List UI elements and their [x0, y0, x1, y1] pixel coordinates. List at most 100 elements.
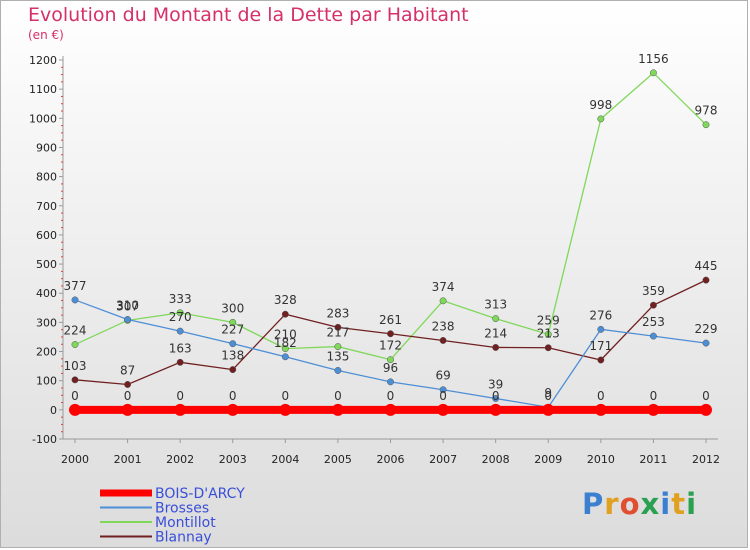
data-point	[334, 323, 342, 331]
logo-letter: i	[660, 487, 672, 521]
x-tick-label: 2005	[324, 453, 352, 466]
data-point	[492, 315, 500, 323]
data-label: 998	[589, 98, 612, 112]
data-point	[124, 381, 132, 388]
data-label: 0	[650, 389, 658, 403]
x-tick-label: 2006	[377, 453, 405, 466]
chart-subtitle: (en €)	[28, 28, 64, 42]
data-label: 0	[229, 389, 237, 403]
x-tick-label: 2004	[271, 453, 299, 466]
y-tick-label: 900	[36, 141, 57, 154]
data-label: 138	[221, 349, 244, 363]
x-tick-label: 2002	[166, 453, 194, 466]
y-tick-label: 500	[36, 258, 57, 271]
x-tick-label: 2010	[587, 453, 615, 466]
data-point	[229, 366, 237, 374]
y-tick-label: 600	[36, 229, 57, 242]
data-label: 0	[124, 389, 132, 403]
data-label: 171	[589, 339, 612, 353]
data-point	[594, 403, 607, 416]
x-tick-label: 2003	[219, 453, 247, 466]
data-point	[71, 376, 79, 384]
data-point	[492, 395, 500, 402]
data-label: 229	[695, 322, 718, 336]
data-point	[489, 403, 502, 416]
logo-letter: i	[686, 487, 698, 521]
data-point	[281, 345, 289, 353]
chart-title: Evolution du Montant de la Dette par Hab…	[28, 4, 469, 26]
data-label: 978	[695, 104, 718, 118]
x-tick-label: 2007	[429, 453, 457, 466]
data-point	[700, 403, 712, 416]
data-label: 283	[326, 306, 349, 320]
data-label: 261	[379, 313, 402, 327]
data-point	[597, 115, 605, 123]
data-point	[702, 339, 710, 347]
data-label: 224	[64, 324, 87, 338]
data-label: 0	[597, 389, 605, 403]
y-tick-label: 1000	[29, 112, 57, 125]
logo-letter: x	[640, 487, 661, 521]
data-label: 0	[544, 389, 552, 403]
data-label: 238	[432, 319, 455, 333]
logo-letter: o	[619, 487, 641, 521]
proxiti-logo: Proxiti	[582, 487, 697, 521]
data-label: 333	[169, 292, 192, 306]
y-tick-label: -100	[32, 433, 57, 446]
data-label: 1156	[638, 52, 669, 66]
data-label: 253	[642, 315, 665, 329]
data-label: 259	[537, 313, 560, 327]
data-label: 87	[120, 363, 135, 377]
data-point	[281, 353, 289, 361]
data-label: 0	[387, 389, 395, 403]
data-label: 307	[116, 299, 139, 313]
y-tick-label: 700	[36, 200, 57, 213]
data-label: 172	[379, 339, 402, 353]
data-label: 310	[116, 298, 139, 312]
data-point	[387, 356, 394, 364]
data-point	[439, 386, 447, 394]
y-tick-label: 0	[50, 404, 57, 417]
data-label: 227	[221, 323, 244, 337]
data-point	[544, 344, 552, 352]
data-point	[176, 309, 184, 317]
data-label: 39	[488, 377, 503, 391]
data-label: 0	[71, 389, 79, 403]
data-point	[229, 318, 237, 326]
data-point	[702, 276, 710, 284]
data-label: 182	[274, 336, 297, 350]
y-tick-label: 800	[36, 171, 57, 184]
legend-label: Montillot	[155, 515, 216, 531]
data-point	[647, 403, 660, 416]
data-label: 374	[432, 280, 455, 294]
data-point	[649, 301, 657, 309]
data-point	[597, 356, 605, 364]
data-point	[597, 325, 605, 333]
data-point	[492, 344, 500, 351]
data-point	[649, 332, 657, 340]
data-label: 163	[169, 341, 192, 355]
x-tick-label: 2011	[639, 453, 667, 466]
data-label: 135	[326, 349, 349, 363]
data-label: 9	[544, 386, 552, 400]
logo-letter: P	[582, 487, 605, 521]
y-tick-label: 400	[36, 287, 57, 300]
data-label: 0	[334, 389, 342, 403]
data-point	[387, 330, 394, 338]
logo-letter: r	[604, 487, 620, 521]
data-point	[544, 330, 552, 338]
data-label: 0	[702, 389, 710, 403]
data-point	[334, 343, 342, 351]
x-tick-label: 2012	[692, 453, 720, 466]
data-point	[387, 378, 394, 386]
data-point	[176, 358, 184, 366]
x-tick-label: 2009	[534, 453, 562, 466]
y-tick-label: 1200	[29, 54, 57, 67]
legend-label: Brosses	[155, 501, 209, 517]
data-point	[71, 296, 79, 304]
data-label: 210	[274, 328, 297, 342]
data-point	[121, 403, 134, 416]
y-tick-label: 200	[36, 346, 57, 359]
legend-label: BOIS-D'ARCY	[155, 486, 245, 502]
